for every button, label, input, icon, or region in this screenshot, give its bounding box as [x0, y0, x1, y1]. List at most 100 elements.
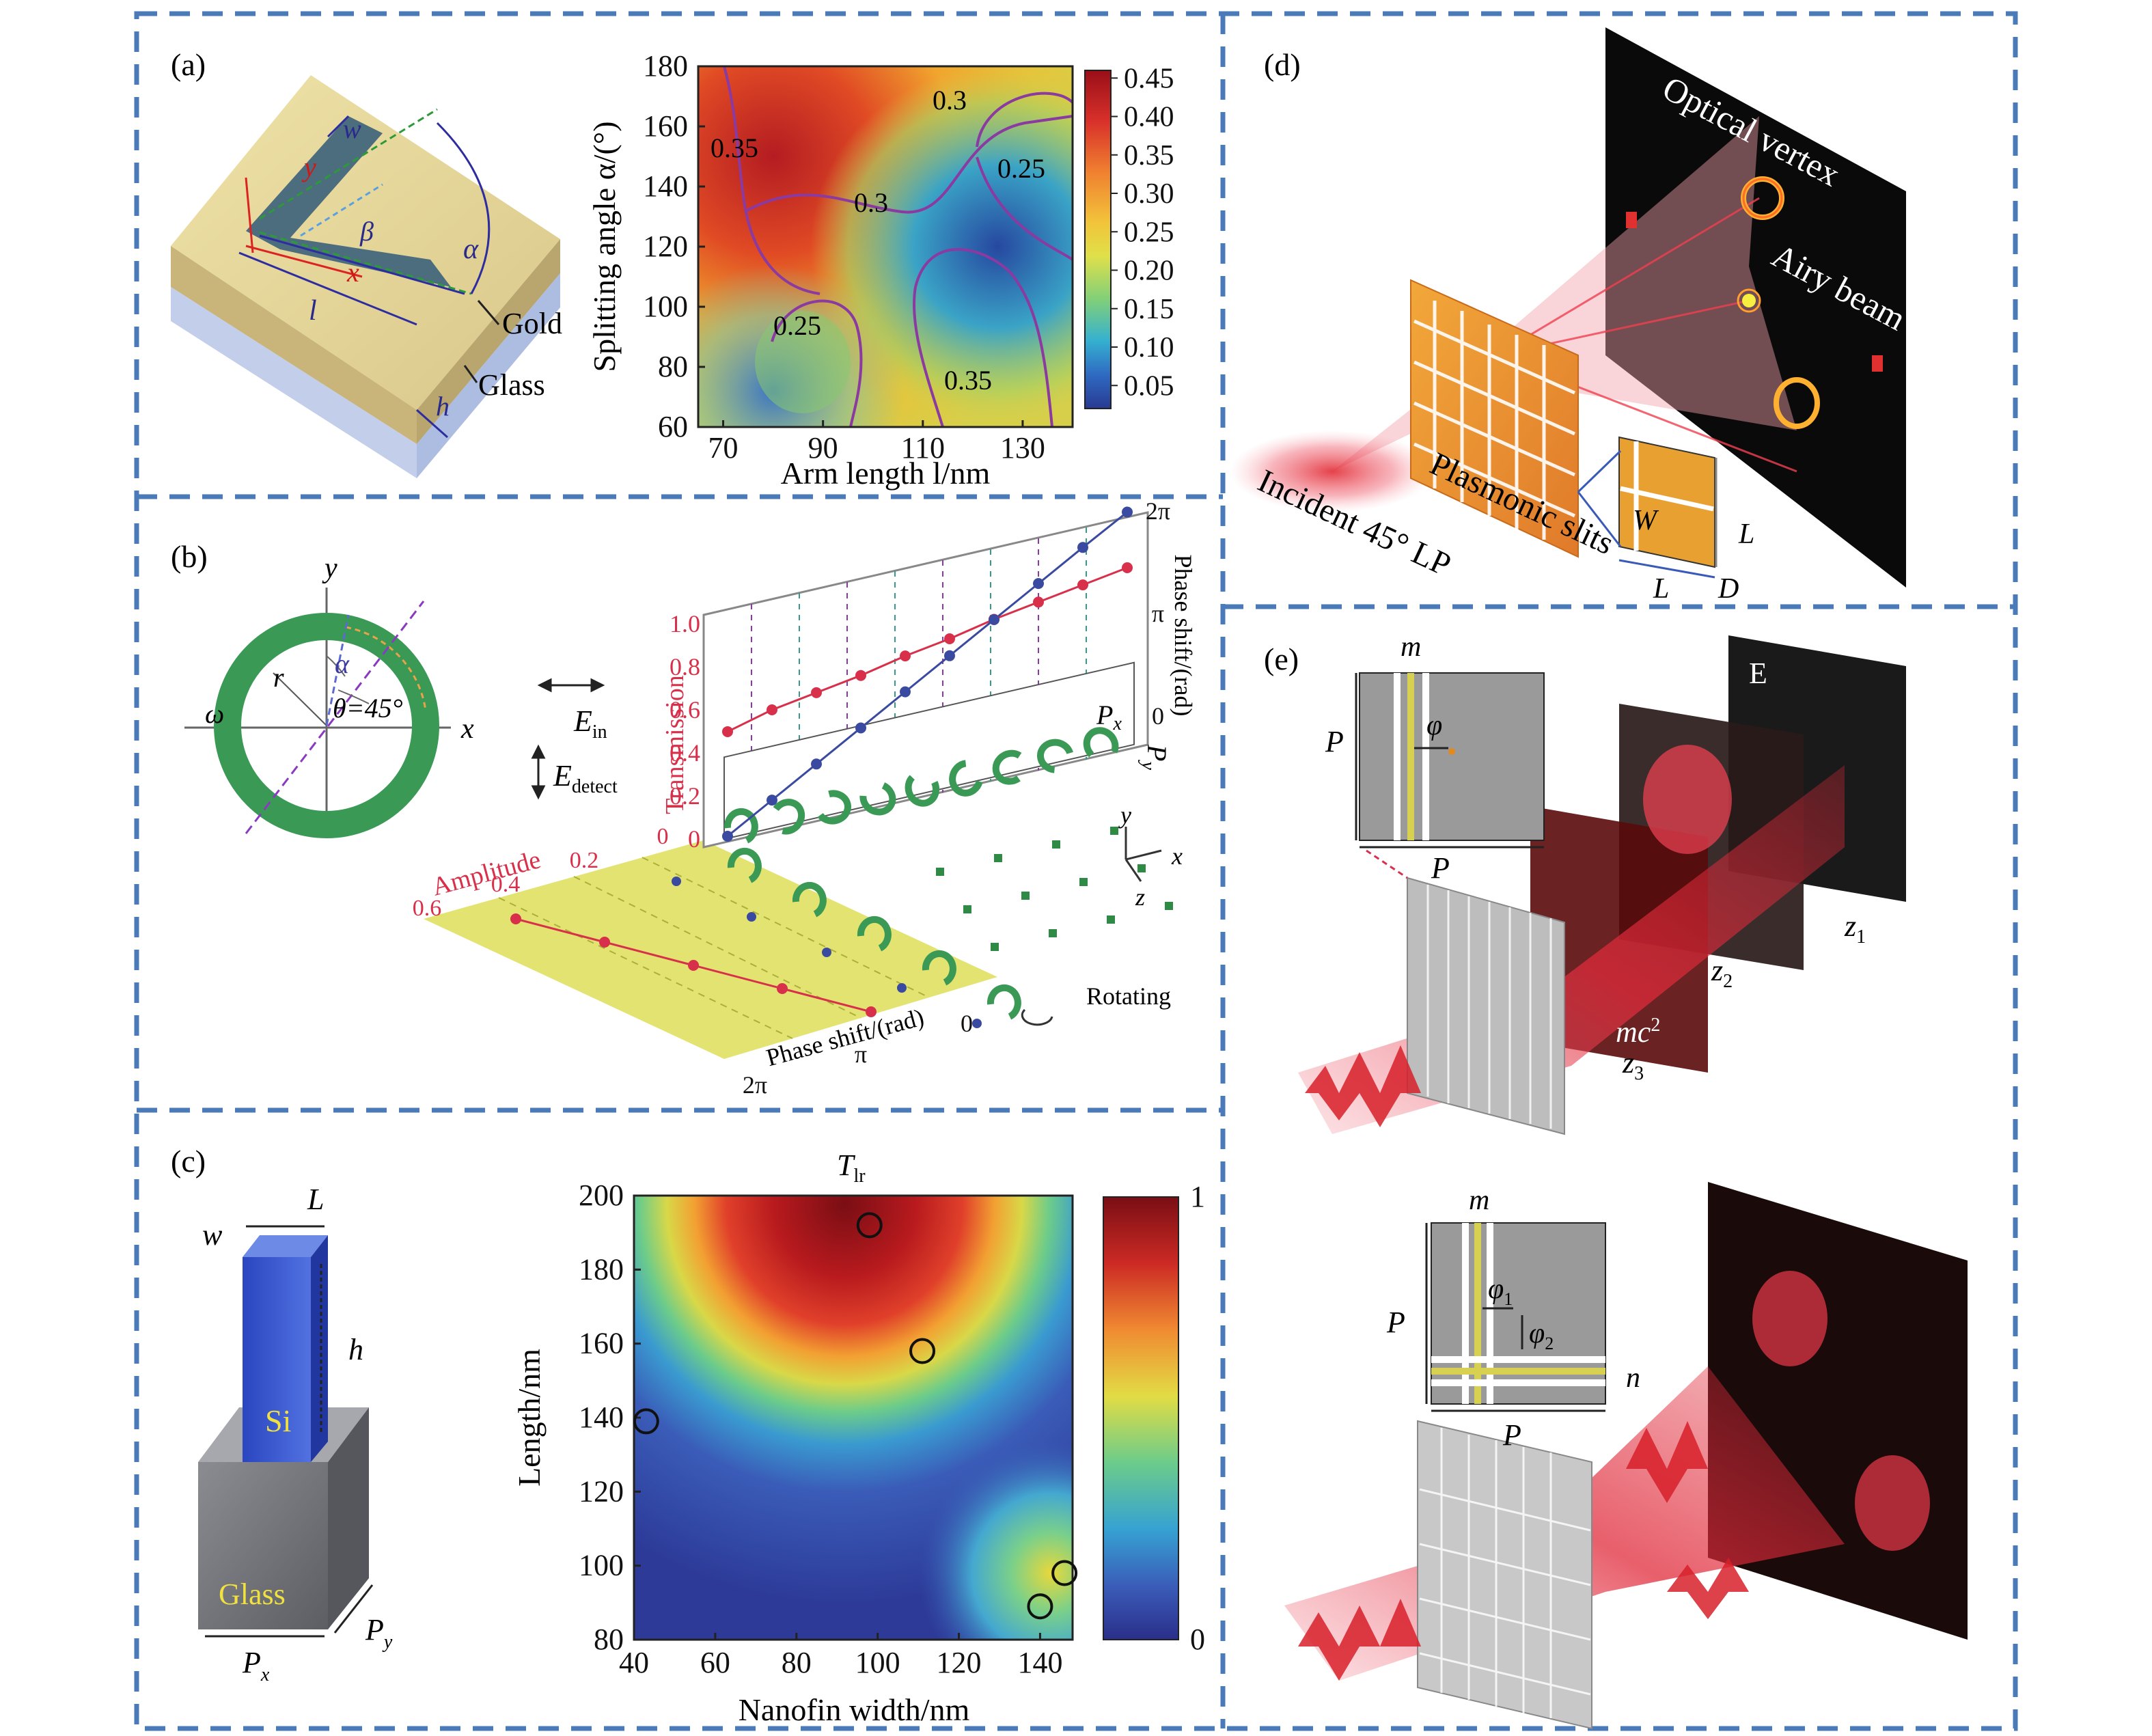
colorbar-a — [1084, 70, 1112, 409]
ring-element — [922, 950, 956, 986]
px-label: Px — [1096, 700, 1122, 734]
bottom-cell-n-label: n — [1626, 1362, 1640, 1394]
panel-a: (a) w y β x α l Gold Glass h — [171, 47, 1174, 491]
e-field-arrows — [531, 678, 605, 800]
heatmap-a — [698, 66, 1074, 428]
einstein-face-bottom — [1855, 1455, 1930, 1551]
phase-bottom-tick-label: π — [855, 1041, 867, 1068]
phase-point — [944, 650, 955, 661]
y-tick-label: 80 — [658, 350, 688, 383]
transmission-point — [900, 650, 911, 662]
top-unit-cell — [1355, 672, 1545, 849]
y-tick-label: 140 — [643, 169, 688, 203]
ring-element — [792, 881, 827, 918]
contour-label: 0.35 — [711, 133, 758, 163]
phase-line — [727, 511, 1128, 838]
heatmap-c — [634, 1196, 1073, 1640]
transmission-point — [1033, 596, 1044, 608]
colorbar-tick-label: 0.45 — [1124, 63, 1174, 94]
wave-packet-bottom — [1298, 1421, 1749, 1681]
lower-vortex-spot — [1774, 377, 1820, 429]
ring-y-label: y — [322, 553, 337, 584]
l-antenna-block — [171, 75, 560, 478]
ring-element — [1083, 727, 1119, 758]
heatmap-c-ylabel: Length/nm — [512, 1349, 547, 1487]
y-tick-label: 80 — [594, 1623, 624, 1656]
z1-label: z1 — [1844, 909, 1866, 948]
phase-bottom-tick-label: 0 — [961, 1010, 973, 1037]
amplitude-plane — [424, 840, 997, 1059]
marker-circle — [633, 1408, 659, 1435]
nanofin-px-label: Px — [242, 1646, 270, 1685]
colorbar-tick-label: 0.30 — [1124, 178, 1174, 210]
phase-point — [1122, 506, 1133, 518]
colorbar-tick-label: 0.35 — [1124, 140, 1174, 171]
panel-c-label: (c) — [171, 1144, 206, 1179]
phase-point — [900, 686, 911, 698]
colorbar-tick-label: 0 — [1190, 1623, 1205, 1656]
phase-right-axis-label: Phase shift/(rad) — [1170, 555, 1197, 717]
xyz-axes — [1125, 827, 1162, 882]
unit-W-label: W — [1633, 505, 1659, 536]
y-tick-label: 120 — [643, 230, 688, 263]
amplitude-ticks: 0.6 0.4 0.2 0 — [413, 824, 669, 921]
gold-label: Gold — [502, 307, 562, 340]
wave-packet-top — [1305, 1045, 1421, 1127]
phase-right-tick-label: π — [1152, 600, 1164, 627]
antenna-alpha-label: α — [463, 234, 479, 265]
y-tick-label: 160 — [643, 109, 688, 143]
ring-element-dot — [1110, 827, 1118, 835]
phase-point — [811, 758, 822, 770]
panel-e-label: (e) — [1264, 642, 1299, 676]
ring-element-dot — [936, 868, 944, 876]
colorbar-tick-label: 1 — [1190, 1180, 1205, 1213]
heatmap-c-axes: 40 60 80 100 120 140 200 180 160 140 120 100 80 — [579, 1179, 1074, 1679]
y-tick-label: 200 — [579, 1179, 624, 1212]
ring-r-label: r — [273, 662, 284, 693]
colorbar-tick-label: 0.25 — [1124, 217, 1174, 248]
mc2-label: mc2 — [1616, 1015, 1660, 1049]
si-label: Si — [265, 1403, 291, 1438]
amplitude-point — [866, 1006, 877, 1017]
phase-right-ticks: 2π π 0 — [1146, 497, 1170, 730]
xyz-y-label: y — [1118, 801, 1131, 829]
e-detect-label: Edetect — [553, 759, 618, 797]
heatmap-a-xlabel: Arm length l/nm — [781, 456, 991, 491]
ring-element-dot — [1021, 892, 1030, 900]
plasmonic-slit-plate — [1410, 279, 1579, 558]
x-tick-label: 120 — [937, 1646, 982, 1679]
amplitude-tick-label: 0.6 — [413, 896, 442, 921]
heatmap-a-contour-labels: 0.35 0.3 0.3 0.25 0.25 0.35 — [711, 85, 1045, 396]
ring-element-dot — [1052, 840, 1060, 849]
x-tick-label: 90 — [808, 431, 838, 465]
slit-pattern — [1413, 301, 1576, 540]
ring-element-dot — [1079, 878, 1088, 886]
rotating-label: Rotating — [1086, 982, 1171, 1010]
marker-circle — [1051, 1560, 1078, 1586]
phase-right-tick-label: 2π — [1146, 497, 1170, 525]
colorbar-tick-label: 0.10 — [1124, 332, 1174, 363]
ring-element — [992, 749, 1022, 785]
transmission-tick-label: 1.0 — [670, 610, 700, 637]
transmission-point — [811, 687, 822, 698]
rotated-ring-row — [723, 727, 1173, 1020]
grating-spots — [1626, 212, 1883, 372]
py-label: Py — [1137, 744, 1172, 770]
phase-plane-point — [822, 948, 831, 957]
unit-L-right-label: L — [1738, 519, 1754, 550]
glass-label-c: Glass — [219, 1577, 286, 1611]
ring-element — [857, 915, 892, 952]
nanofin-h-label: h — [348, 1333, 363, 1366]
panel-b-series — [510, 506, 1133, 1028]
optical-vortex-spot — [1741, 176, 1784, 220]
ring-element — [727, 847, 762, 883]
panel-d: (d) — [1230, 27, 1912, 605]
panel-d-label: (d) — [1264, 47, 1301, 82]
ring-x-label: x — [460, 713, 474, 745]
ring-element-dot — [1137, 864, 1146, 872]
nanofin-pillar — [198, 1225, 374, 1638]
heatmap-c-markers — [633, 1212, 1078, 1620]
antenna-w-label: w — [343, 113, 361, 144]
phase-point — [1033, 578, 1044, 590]
top-cell-P-left-label: P — [1325, 725, 1344, 758]
